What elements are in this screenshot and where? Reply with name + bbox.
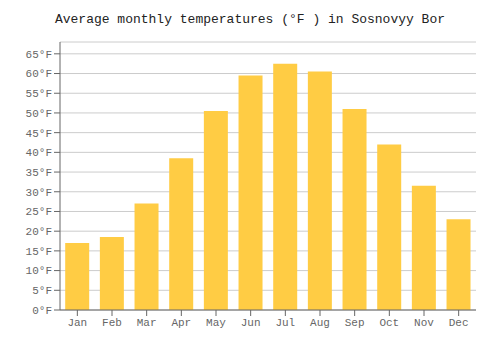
html-text:Average monthly temperatures (: Average monthly temperatures (°F ) in So… <box>55 12 445 27</box>
svg-text:45°F: 45°F <box>26 128 52 140</box>
svg-text:60°F: 60°F <box>26 68 52 80</box>
svg-text:20°F: 20°F <box>26 226 52 238</box>
svg-text:Oct: Oct <box>379 317 399 329</box>
svg-text:5°F: 5°F <box>32 285 52 297</box>
svg-text:Jun: Jun <box>241 317 261 329</box>
svg-text:40°F: 40°F <box>26 147 52 159</box>
svg-text:Nov: Nov <box>414 317 434 329</box>
svg-text:Jan: Jan <box>67 317 87 329</box>
svg-text:10°F: 10°F <box>26 265 52 277</box>
svg-text:55°F: 55°F <box>26 88 52 100</box>
svg-text:50°F: 50°F <box>26 108 52 120</box>
svg-text:Feb: Feb <box>102 317 122 329</box>
svg-text:35°F: 35°F <box>26 167 52 179</box>
svg-text:May: May <box>206 317 226 329</box>
svg-text:Jul: Jul <box>275 317 295 329</box>
svg-text:Dec: Dec <box>449 317 469 329</box>
svg-text:Sep: Sep <box>345 317 365 329</box>
svg-text:Aug: Aug <box>310 317 330 329</box>
svg-text:15°F: 15°F <box>26 246 52 258</box>
svg-text:65°F: 65°F <box>26 49 52 61</box>
svg-text:30°F: 30°F <box>26 187 52 199</box>
svg-text:Mar: Mar <box>137 317 157 329</box>
svg-text:25°F: 25°F <box>26 206 52 218</box>
svg-text:Apr: Apr <box>171 317 191 329</box>
svg-text:0°F: 0°F <box>32 305 52 317</box>
